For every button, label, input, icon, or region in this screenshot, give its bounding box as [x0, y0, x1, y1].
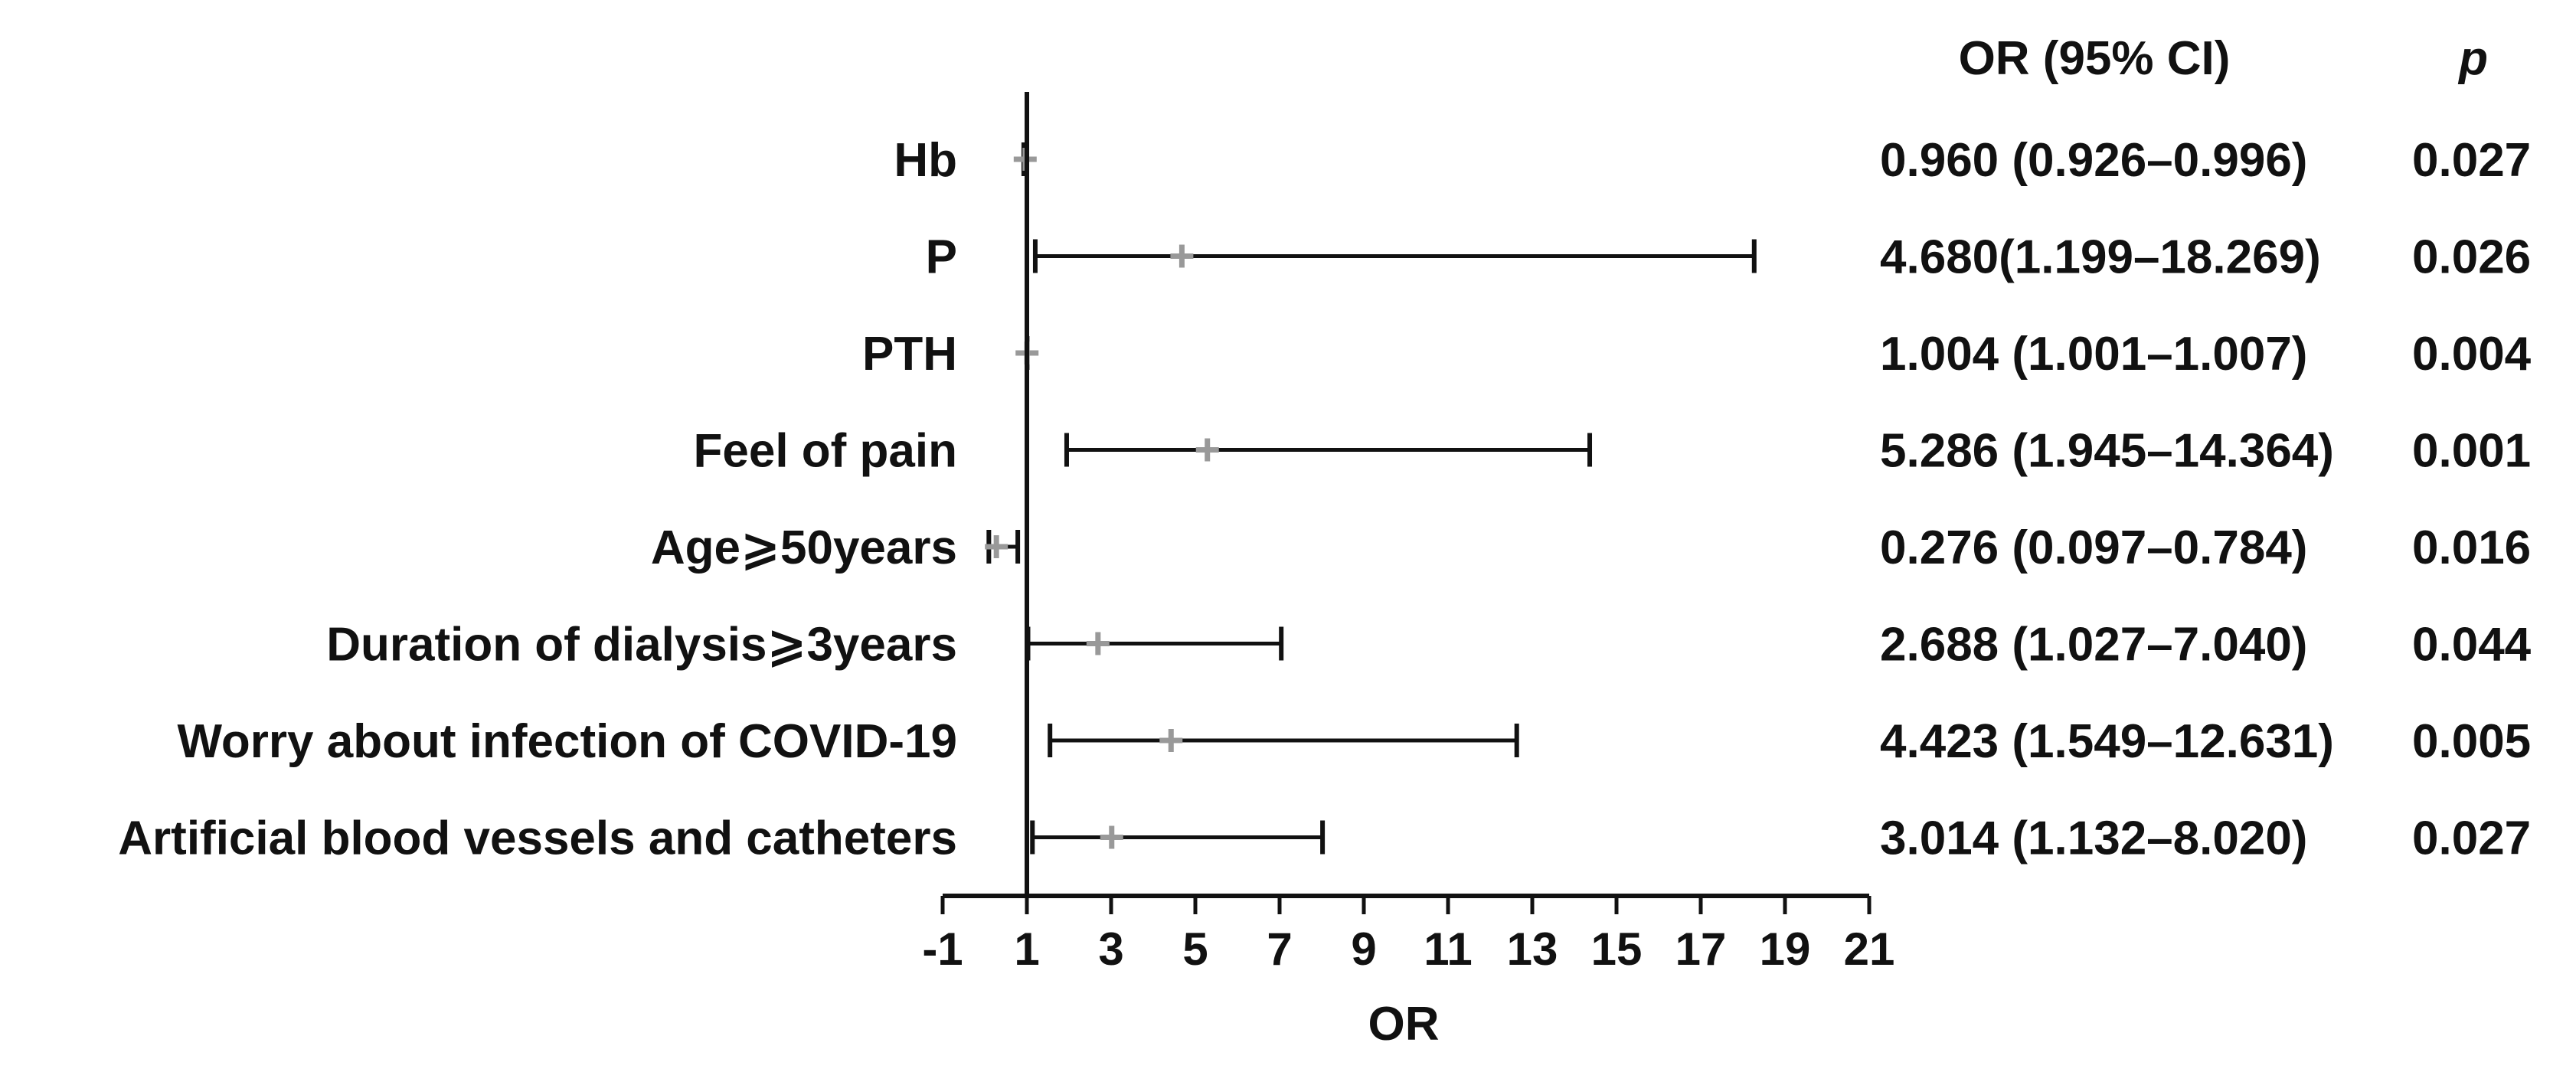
or-ci-value: 4.423 (1.549–12.631)	[1880, 715, 2334, 768]
point-estimate-marker	[1086, 632, 1110, 655]
point-estimate-marker	[985, 535, 1008, 558]
point-estimate-marker	[1195, 438, 1219, 462]
x-tick-label: 3	[1098, 923, 1123, 975]
forest-row: Feel of pain 5.286 (1.945–14.364) 0.001	[694, 425, 2532, 478]
or-ci-value: 4.680(1.199–18.269)	[1880, 231, 2321, 284]
x-axis: -1 1 3 5 7 9 11 13 15 17 19 21	[922, 92, 1894, 975]
row-label: P	[926, 231, 957, 284]
x-tick-label: 9	[1351, 923, 1376, 975]
x-tick-label: 15	[1591, 923, 1643, 975]
row-label: PTH	[862, 328, 957, 381]
p-value: 0.001	[2412, 425, 2531, 478]
point-estimate-marker	[1170, 244, 1194, 268]
x-tick-label: 7	[1267, 923, 1292, 975]
column-headers: OR (95% CI) p	[1959, 32, 2488, 85]
x-tick-label: 5	[1182, 923, 1208, 975]
p-value: 0.016	[2412, 521, 2531, 574]
x-axis-title: OR	[1368, 998, 1440, 1051]
p-value: 0.044	[2412, 619, 2532, 672]
point-estimate-marker	[1159, 729, 1183, 752]
or-ci-column-header: OR (95% CI)	[1959, 32, 2231, 85]
forest-row: PTH 1.004 (1.001–1.007) 0.004	[862, 328, 2532, 381]
forest-rows: Hb 0.960 (0.926–0.996) 0.027 P 4.680(1.199–1…	[118, 134, 2531, 865]
p-value: 0.026	[2412, 231, 2531, 284]
row-label: Worry about infection of COVID-19	[178, 715, 957, 768]
p-value: 0.027	[2412, 134, 2531, 187]
or-ci-value: 1.004 (1.001–1.007)	[1880, 328, 2307, 381]
p-value: 0.004	[2412, 328, 2532, 381]
row-label: Feel of pain	[694, 425, 957, 478]
x-tick-label: 11	[1424, 923, 1472, 975]
forest-row: Age⩾50years 0.276 (0.097–0.784) 0.016	[651, 521, 2531, 574]
x-tick-label: 21	[1844, 923, 1895, 975]
x-tick-label: 1	[1014, 923, 1039, 975]
forest-row: Worry about infection of COVID-19 4.423 (…	[178, 715, 2532, 768]
or-ci-value: 2.688 (1.027–7.040)	[1880, 619, 2307, 672]
forest-row: Hb 0.960 (0.926–0.996) 0.027	[894, 134, 2531, 187]
row-label: Hb	[894, 134, 957, 187]
x-tick-label: 13	[1507, 923, 1558, 975]
point-estimate-marker	[1100, 825, 1123, 849]
forest-row: Duration of dialysis⩾3years 2.688 (1.027–…	[326, 619, 2531, 672]
x-tick-label: 19	[1760, 923, 1811, 975]
or-ci-value: 0.960 (0.926–0.996)	[1880, 134, 2307, 187]
forest-row: P 4.680(1.199–18.269) 0.026	[926, 231, 2532, 284]
row-label: Artificial blood vessels and catheters	[118, 812, 957, 865]
p-value: 0.027	[2412, 812, 2531, 865]
or-ci-value: 3.014 (1.132–8.020)	[1880, 812, 2307, 865]
or-ci-value: 0.276 (0.097–0.784)	[1880, 521, 2307, 574]
row-label: Duration of dialysis⩾3years	[326, 619, 957, 672]
x-tick-label: 17	[1675, 923, 1727, 975]
x-tick-label: -1	[922, 923, 963, 975]
p-value-column-header: p	[2457, 32, 2488, 85]
forest-row: Artificial blood vessels and catheters 3.…	[118, 812, 2531, 865]
row-label: Age⩾50years	[651, 521, 957, 574]
or-ci-value: 5.286 (1.945–14.364)	[1880, 425, 2334, 478]
p-value: 0.005	[2412, 715, 2531, 768]
